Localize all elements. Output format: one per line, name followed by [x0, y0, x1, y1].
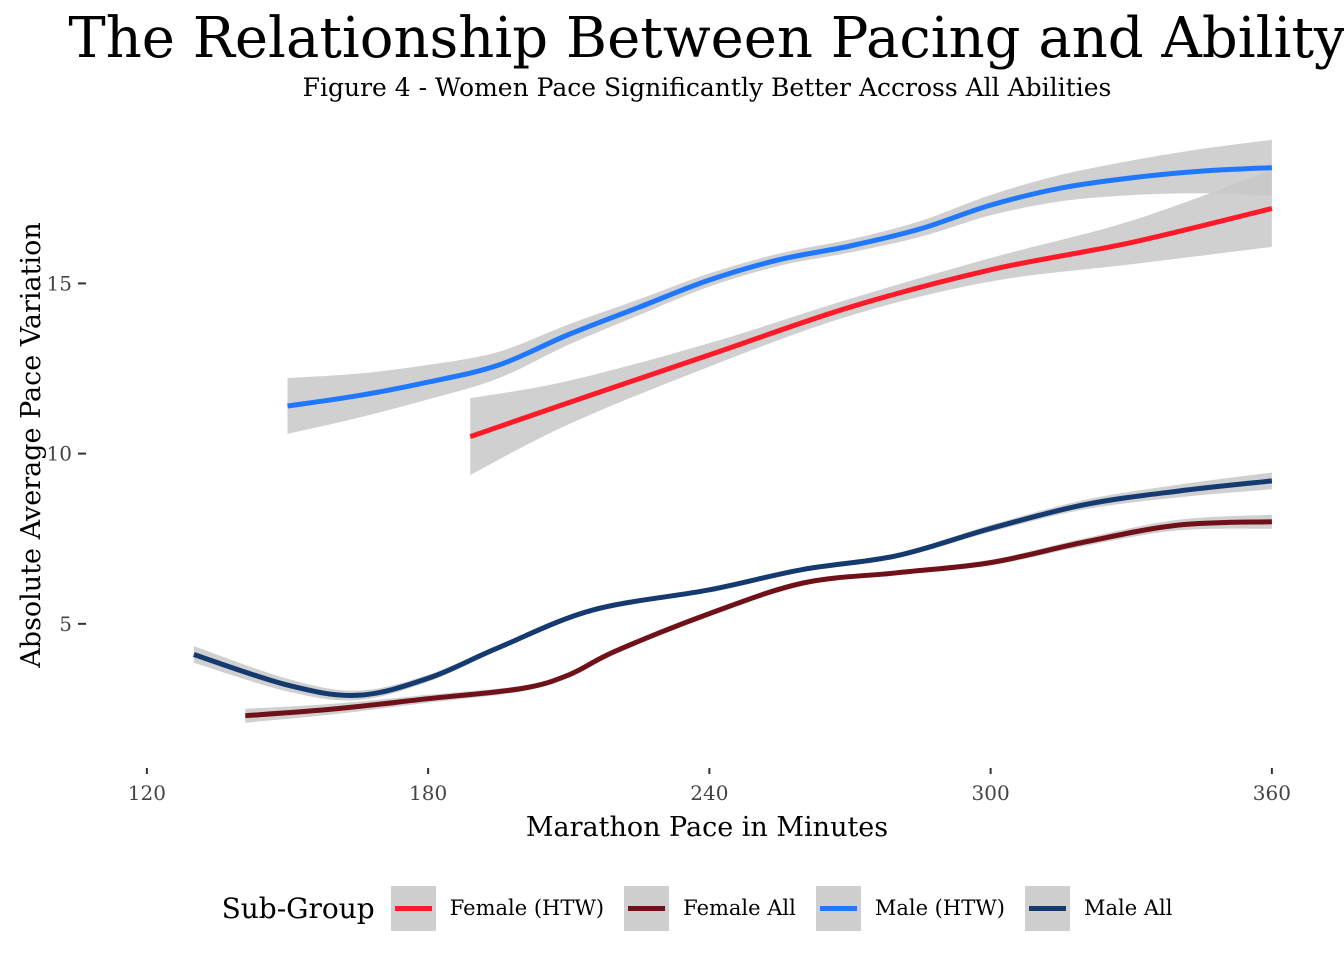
- confidence-bands: [193, 139, 1272, 723]
- legend-item-female-htw: Female (HTW): [390, 885, 605, 931]
- chart-subtitle: Figure 4 - Women Pace Significantly Bett…: [302, 73, 1112, 102]
- x-tick-label: 360: [1253, 781, 1291, 805]
- legend-label: Male (HTW): [874, 896, 1005, 920]
- line-series-2: [287, 165, 1273, 409]
- legend-key: [390, 885, 436, 931]
- legend-key: [815, 885, 861, 931]
- chart-plot: 120 180 240 300 360 5 10 15 Marathon Pace in M…: [16, 139, 1291, 843]
- band-series-0: [470, 170, 1272, 475]
- band-series-2: [287, 139, 1272, 434]
- line-series-3: [193, 478, 1273, 698]
- y-tick-label: 15: [47, 271, 72, 295]
- line-series-0: [469, 206, 1273, 439]
- x-tick-label: 240: [690, 781, 728, 805]
- legend-key: [624, 885, 670, 931]
- line-series-1: [245, 519, 1272, 719]
- legend-label: Female (HTW): [449, 896, 605, 920]
- chart-title: The Relationship Between Pacing and Abil…: [68, 6, 1344, 71]
- y-axis: 5 10 15: [47, 271, 86, 636]
- x-tick-label: 120: [128, 781, 166, 805]
- x-axis-label: Marathon Pace in Minutes: [526, 812, 888, 843]
- legend: Sub-Group Female (HTW) Female All Male (…: [0, 880, 1344, 936]
- x-tick-label: 180: [409, 781, 447, 805]
- legend-item-male-all: Male All: [1024, 885, 1173, 931]
- y-axis-label: Absolute Average Pace Variation: [16, 222, 47, 668]
- legend-label: Male All: [1083, 896, 1173, 920]
- legend-item-male-htw: Male (HTW): [815, 885, 1005, 931]
- x-tick-label: 300: [972, 781, 1010, 805]
- legend-label: Female All: [683, 896, 796, 920]
- y-tick-label: 10: [47, 442, 72, 466]
- legend-item-female-all: Female All: [624, 885, 796, 931]
- series-lines: [193, 165, 1273, 719]
- x-axis: 120 180 240 300 360: [128, 768, 1291, 805]
- y-tick-label: 5: [59, 612, 72, 636]
- legend-key: [1024, 885, 1070, 931]
- legend-title: Sub-Group: [221, 891, 375, 925]
